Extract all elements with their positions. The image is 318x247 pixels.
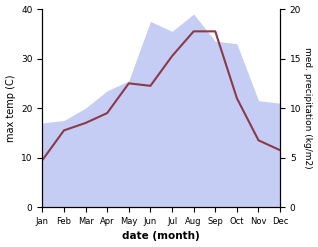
Y-axis label: max temp (C): max temp (C) <box>5 74 16 142</box>
Y-axis label: med. precipitation (kg/m2): med. precipitation (kg/m2) <box>303 47 313 169</box>
X-axis label: date (month): date (month) <box>122 231 200 242</box>
